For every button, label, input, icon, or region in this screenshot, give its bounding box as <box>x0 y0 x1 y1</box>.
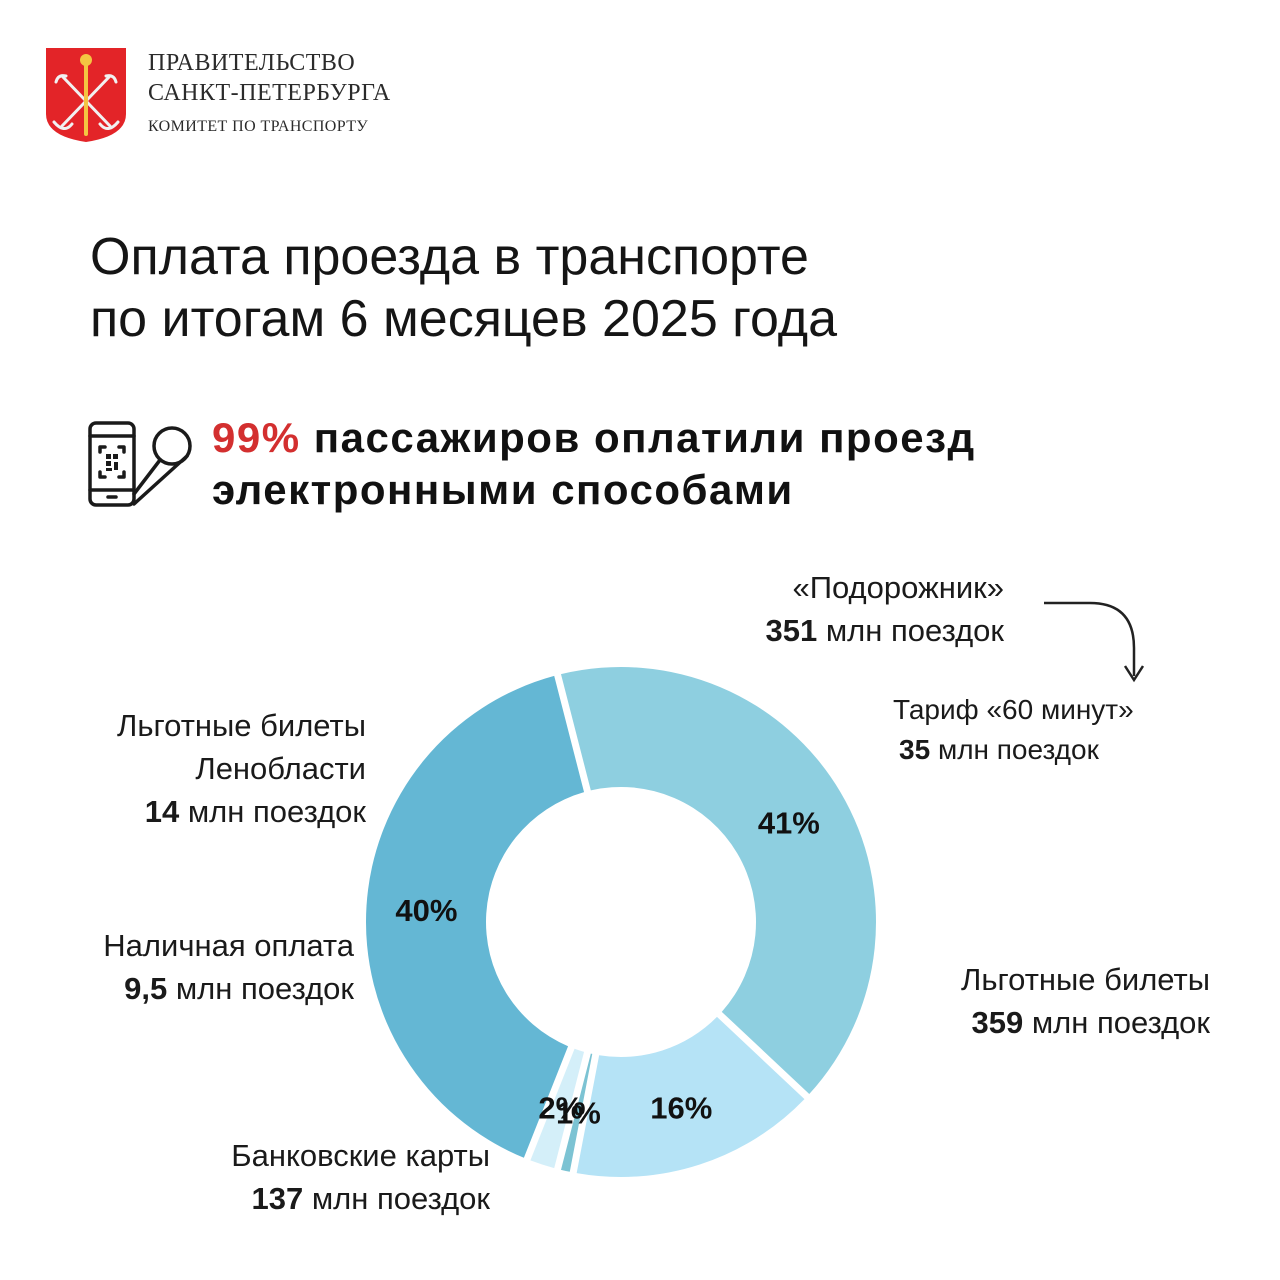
phone-qr-icon <box>88 421 192 507</box>
slice-podorozhnik <box>366 675 585 1158</box>
headline-text: пассажиров оплатили проезд <box>313 414 976 461</box>
cash-name: Наличная оплата <box>103 928 354 963</box>
label-lgotnye: Льготные билеты 359 млн поездок <box>961 958 1210 1044</box>
callout-arrowhead <box>1123 665 1145 683</box>
title-line1: Оплата проезда в транспорте <box>90 228 809 286</box>
label-podorozhnik: «Подорожник» 351 млн поездок <box>765 566 1004 652</box>
label-cash: Наличная оплата 9,5 млн поездок <box>103 924 354 1010</box>
slice-label-bank: 16% <box>650 1090 712 1125</box>
title-line2: по итогам 6 месяцев 2025 года <box>90 290 838 348</box>
org-name-line2: САНКТ-ПЕТЕРБУРГА <box>148 80 391 106</box>
headline-line1: 99% пассажиров оплатили проезд <box>212 414 976 462</box>
org-name-line1: ПРАВИТЕЛЬСТВО <box>148 50 356 76</box>
slice-cash <box>560 1053 593 1172</box>
podorozhnik-unit: млн поездок <box>825 613 1004 648</box>
lgotnye-len-unit: млн поездок <box>187 794 366 829</box>
slice-label-cash: 1% <box>556 1095 601 1130</box>
slice-label-lgotnye: 41% <box>758 806 820 841</box>
bank-unit: млн поездок <box>311 1181 490 1216</box>
lgotnye-len-name2: Ленобласти <box>195 751 366 786</box>
label-tariff60: Тариф «60 минут» 35 млн поездок <box>893 690 1134 770</box>
slice-lgotnye_len <box>530 1048 585 1169</box>
headline-percent: 99% <box>212 414 301 461</box>
cash-unit: млн поездок <box>175 971 354 1006</box>
slice-lgotnye <box>560 667 877 1094</box>
lgotnye-len-name1: Льготные билеты <box>117 708 366 743</box>
slice-bank <box>576 1016 805 1177</box>
coat-of-arms-icon <box>46 48 126 142</box>
page-title: Оплата проезда в транспорте по итогам 6 … <box>90 226 837 350</box>
label-bank-cards: Банковские карты 137 млн поездок <box>231 1134 490 1220</box>
bank-name: Банковские карты <box>231 1138 490 1173</box>
podorozhnik-name: «Подорожник» <box>792 570 1004 605</box>
bank-value: 137 <box>251 1181 304 1216</box>
tariff60-unit: млн поездок <box>937 734 1099 765</box>
lgotnye-len-value: 14 <box>144 794 180 829</box>
lgotnye-name: Льготные билеты <box>961 962 1210 997</box>
tariff60-value: 35 <box>899 734 931 765</box>
headline-line2: электронными способами <box>212 466 794 513</box>
cash-value: 9,5 <box>124 971 168 1006</box>
slice-label-lgotnye_len: 2% <box>538 1090 583 1125</box>
lgotnye-unit: млн поездок <box>1031 1005 1210 1040</box>
slice-label-podorozhnik: 40% <box>395 893 457 928</box>
podorozhnik-value: 351 <box>765 613 818 648</box>
callout-arrow <box>1044 601 1136 676</box>
label-lgotnye-lenoblast: Льготные билеты Ленобласти 14 млн поездо… <box>117 704 366 833</box>
org-department: КОМИТЕТ ПО ТРАНСПОРТУ <box>148 118 369 135</box>
tariff60-name: Тариф «60 минут» <box>893 694 1134 725</box>
lgotnye-value: 359 <box>971 1005 1024 1040</box>
